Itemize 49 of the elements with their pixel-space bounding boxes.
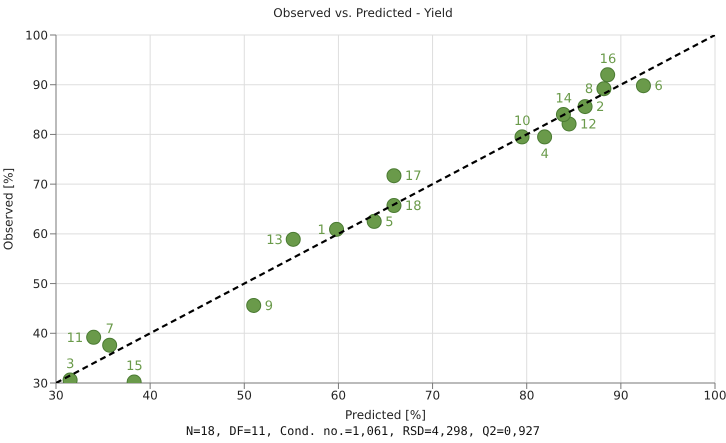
annotation: 10 xyxy=(514,114,531,129)
annotation: 2 xyxy=(596,100,604,116)
y-tick-label: 70 xyxy=(32,177,48,192)
annotation: 9 xyxy=(264,298,273,314)
x-tick-label: 50 xyxy=(236,388,252,403)
point xyxy=(366,214,382,229)
annotation: 15 xyxy=(126,359,143,374)
chart-title: Observed vs. Predicted - Yield xyxy=(272,6,454,20)
annotation: 13 xyxy=(266,232,283,248)
annotation: 16 xyxy=(600,52,616,67)
annotation: 4 xyxy=(540,146,549,162)
y-axis-title: Observed [%] xyxy=(1,168,16,250)
point xyxy=(86,330,102,345)
annotation: 18 xyxy=(404,199,422,214)
point xyxy=(537,129,552,144)
y-tick-label: 40 xyxy=(32,326,48,341)
x-axis-title: Predicted [%] xyxy=(345,408,426,422)
x-tick-label: 80 xyxy=(519,388,534,403)
annotation: 3 xyxy=(66,357,74,372)
annotation: 12 xyxy=(580,117,597,132)
annotation: 5 xyxy=(385,214,394,230)
annotation: 11 xyxy=(66,330,84,346)
point xyxy=(600,67,616,82)
point xyxy=(386,168,402,184)
y-tick-label: 60 xyxy=(32,227,48,242)
y-tick-label: 90 xyxy=(32,78,48,92)
annotation: 14 xyxy=(555,92,572,107)
point xyxy=(329,222,344,237)
point xyxy=(596,81,612,96)
x-tick-label: 60 xyxy=(330,388,346,403)
annotation: 8 xyxy=(584,82,594,98)
point xyxy=(286,232,301,247)
annotation: 7 xyxy=(106,322,114,338)
annotation: 17 xyxy=(404,169,422,184)
annotation: 1 xyxy=(318,222,326,238)
y-tick-label: 80 xyxy=(32,128,48,142)
y-tick-label: 50 xyxy=(32,276,48,291)
x-tick-label: 40 xyxy=(142,388,158,403)
point xyxy=(636,78,651,94)
annotation: 6 xyxy=(654,79,663,94)
x-tick-label: 100 xyxy=(704,388,726,403)
y-tick-label: 100 xyxy=(25,28,48,42)
point xyxy=(246,298,262,313)
x-tick-label: 30 xyxy=(48,388,64,403)
x-tick-label: 90 xyxy=(613,388,628,403)
y-tick-label: 30 xyxy=(32,376,48,390)
text: N=18, DF=11, Cond. no.=1,061, RSD=4,298, Q2=0,927 xyxy=(184,424,541,438)
x-tick-label: 70 xyxy=(424,388,440,403)
point xyxy=(102,338,118,353)
